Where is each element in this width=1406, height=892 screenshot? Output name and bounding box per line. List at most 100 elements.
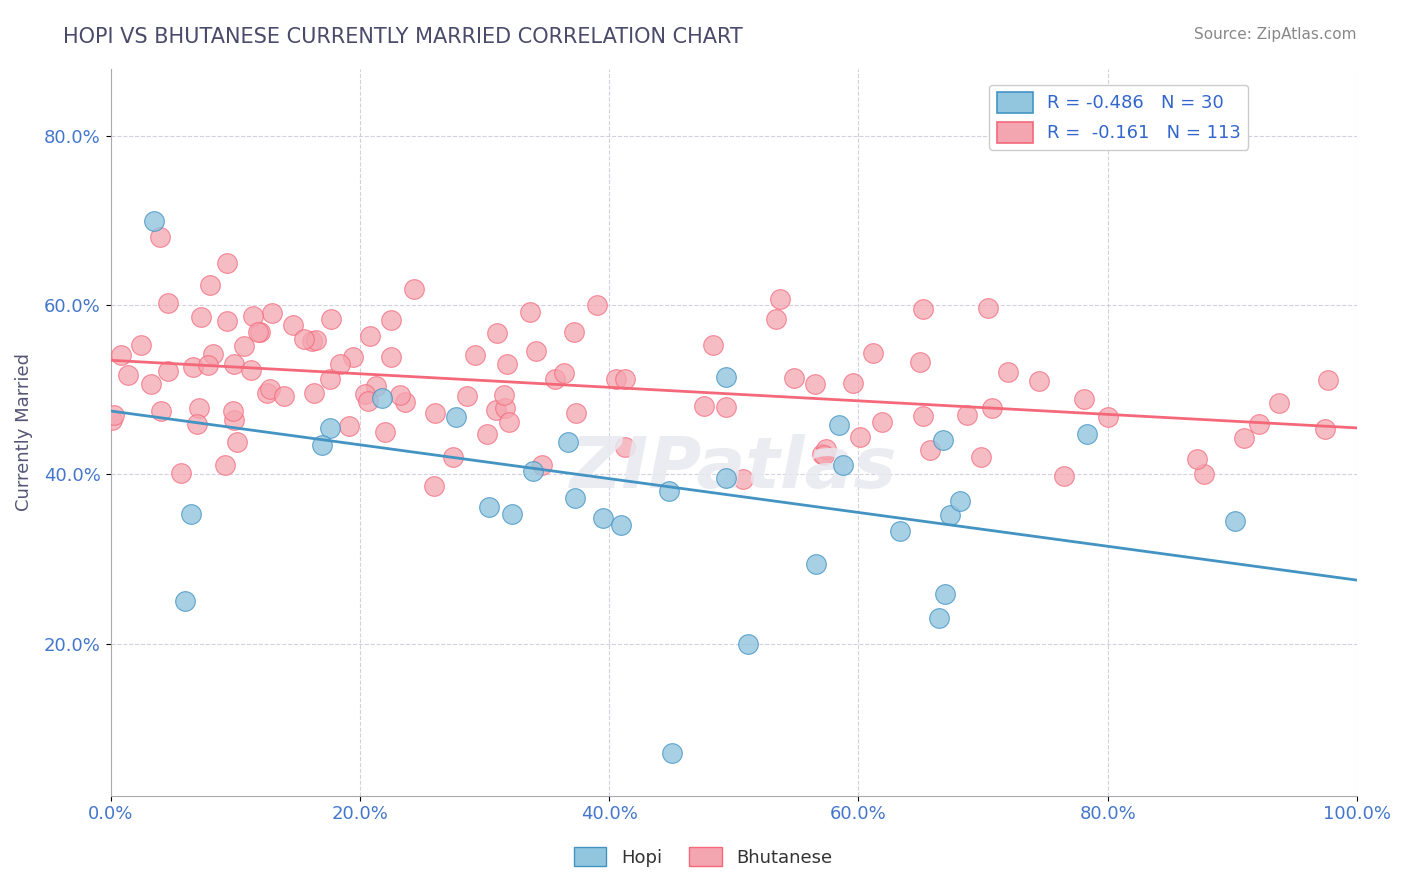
Point [249, 326, 271, 340]
Point [1225, 514, 1247, 528]
Point [143, 213, 166, 227]
Point [494, 388, 516, 402]
Point [522, 464, 544, 478]
Point [174, 594, 197, 608]
Point [281, 318, 304, 332]
Point [949, 494, 972, 508]
Point [1192, 467, 1215, 481]
Point [908, 355, 931, 369]
Point [1187, 452, 1209, 467]
Point [259, 382, 281, 396]
Point [956, 408, 979, 422]
Point [129, 338, 152, 352]
Legend: R = -0.486   N = 30, R =  -0.161   N = 113: R = -0.486 N = 30, R = -0.161 N = 113 [990, 85, 1249, 150]
Point [813, 448, 835, 462]
Point [402, 282, 425, 296]
Point [485, 326, 508, 340]
Point [157, 296, 180, 310]
Text: ZIPatlas: ZIPatlas [571, 434, 897, 503]
Point [181, 360, 204, 375]
Point [103, 408, 125, 422]
Point [976, 301, 998, 315]
Point [354, 386, 377, 401]
Point [543, 372, 565, 386]
Point [150, 404, 173, 418]
Point [217, 314, 239, 328]
Point [553, 366, 575, 380]
Text: Source: ZipAtlas.com: Source: ZipAtlas.com [1194, 27, 1357, 42]
Point [305, 334, 328, 348]
Point [180, 507, 202, 521]
Point [342, 350, 364, 364]
Point [198, 277, 221, 292]
Point [319, 421, 342, 435]
Point [565, 406, 588, 420]
Point [425, 406, 447, 420]
Point [366, 379, 388, 393]
Point [456, 389, 478, 403]
Point [862, 345, 884, 359]
Point [319, 372, 342, 386]
Point [605, 372, 627, 386]
Point [149, 230, 172, 244]
Point [117, 368, 139, 382]
Point [302, 386, 325, 401]
Point [337, 419, 360, 434]
Point [530, 458, 553, 472]
Point [658, 483, 681, 498]
Point [609, 518, 631, 533]
Point [693, 399, 716, 413]
Point [485, 403, 508, 417]
Point [498, 415, 520, 429]
Point [501, 508, 523, 522]
Point [170, 466, 193, 480]
Point [215, 256, 238, 270]
Point [1316, 373, 1339, 387]
Point [931, 433, 953, 447]
Point [374, 425, 396, 439]
Legend: Hopi, Bhutanese: Hopi, Bhutanese [567, 840, 839, 874]
Point [311, 437, 333, 451]
Point [1159, 112, 1181, 127]
Point [422, 479, 444, 493]
Point [246, 325, 269, 339]
Point [256, 386, 278, 401]
Point [928, 610, 950, 624]
Point [661, 747, 683, 761]
Point [389, 388, 412, 402]
Point [359, 329, 381, 343]
Point [464, 348, 486, 362]
Point [714, 370, 737, 384]
Point [186, 417, 208, 431]
Point [321, 312, 343, 326]
Point [329, 358, 352, 372]
Point [702, 337, 724, 351]
Point [997, 365, 1019, 379]
Point [737, 637, 759, 651]
Point [394, 395, 416, 409]
Point [842, 376, 865, 391]
Point [222, 404, 245, 418]
Point [446, 409, 468, 424]
Point [273, 388, 295, 402]
Point [524, 344, 547, 359]
Point [139, 376, 162, 391]
Point [815, 442, 838, 456]
Point [1097, 410, 1119, 425]
Point [783, 370, 806, 384]
Point [157, 363, 180, 377]
Point [1268, 395, 1291, 409]
Point [889, 524, 911, 538]
Point [477, 427, 499, 442]
Point [301, 334, 323, 348]
Point [260, 306, 283, 320]
Point [519, 305, 541, 319]
Point [831, 458, 853, 472]
Point [557, 435, 579, 450]
Point [1076, 427, 1098, 442]
Point [239, 363, 262, 377]
Point [920, 442, 942, 457]
Point [592, 510, 614, 524]
Point [804, 376, 827, 391]
Point [222, 358, 245, 372]
